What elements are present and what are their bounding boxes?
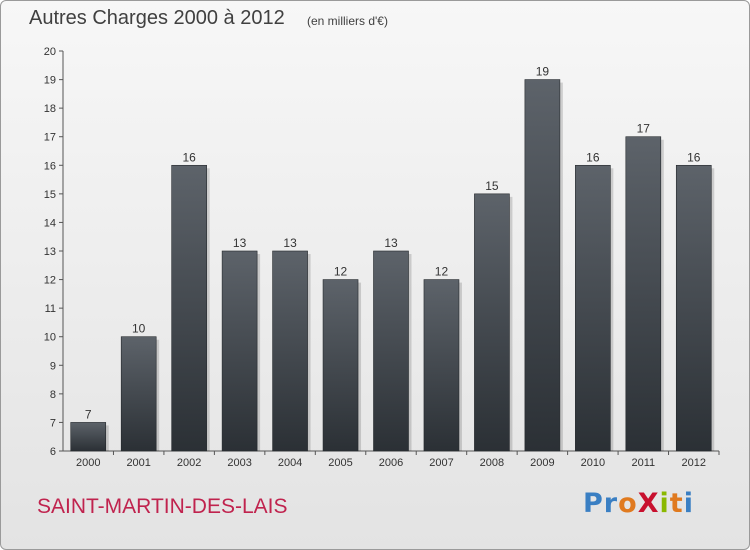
- y-tick-label: 12: [44, 275, 56, 287]
- y-tick-label: 16: [44, 160, 56, 172]
- data-label-2002: 16: [182, 150, 196, 164]
- bar-2000: [70, 422, 107, 452]
- x-tick-label-2011: 2011: [631, 457, 655, 469]
- y-tick-label: 20: [44, 46, 56, 58]
- chart-bars: [70, 79, 715, 452]
- bar-2007: [423, 279, 460, 452]
- chart-data-labels: 7 10 16 13 13 12 13 12 15 19 16 17 16: [85, 65, 701, 422]
- y-tick-label: 7: [50, 417, 56, 429]
- bar-2010: [575, 164, 611, 452]
- y-tick-label: 6: [50, 446, 56, 458]
- proxiti-logo[interactable]: ProXiti: [583, 488, 694, 519]
- logo-letter: i: [659, 488, 670, 519]
- y-tick-label: 19: [44, 75, 56, 87]
- data-label-2005: 12: [334, 265, 348, 279]
- logo-letter: t: [669, 488, 684, 519]
- logo-letter: X: [637, 488, 660, 519]
- y-tick-label: 15: [44, 189, 56, 201]
- x-tick-label-2004: 2004: [278, 457, 302, 469]
- y-tick-label: 10: [44, 332, 56, 344]
- data-label-2000: 7: [85, 407, 92, 421]
- y-tick-label: 14: [44, 217, 56, 229]
- x-tick-label-2006: 2006: [379, 457, 403, 469]
- y-tick-label: 11: [45, 303, 56, 315]
- chart-unit-note: (en milliers d'€): [307, 14, 388, 28]
- x-tick-label-2001: 2001: [126, 457, 150, 469]
- x-tick-label-2008: 2008: [480, 457, 504, 469]
- data-label-2012: 16: [687, 150, 701, 164]
- data-label-2011: 17: [637, 122, 651, 136]
- data-label-2004: 13: [283, 236, 297, 250]
- logo-letter: r: [603, 488, 619, 519]
- logo-letter: o: [618, 488, 638, 519]
- data-label-2003: 13: [233, 236, 247, 250]
- y-tick-label: 13: [44, 246, 56, 258]
- bar-2011: [625, 136, 662, 452]
- chart-title: Autres Charges 2000 à 2012: [29, 7, 285, 29]
- data-label-2001: 10: [132, 322, 146, 336]
- x-tick-label-2007: 2007: [429, 457, 453, 469]
- data-label-2006: 13: [384, 236, 398, 250]
- logo-letter: i: [683, 488, 694, 519]
- y-tick-label: 8: [50, 389, 56, 401]
- x-tick-label-2005: 2005: [328, 457, 352, 469]
- bar-2006: [373, 250, 409, 452]
- x-tick-label-2003: 2003: [227, 457, 251, 469]
- bar-2012: [675, 164, 712, 452]
- x-tick-label-2010: 2010: [581, 457, 605, 469]
- bar-2008: [474, 193, 510, 452]
- x-tick-label-2002: 2002: [177, 457, 201, 469]
- bar-2001: [120, 336, 157, 452]
- bar-2004: [272, 250, 308, 452]
- y-tick-label: 17: [44, 132, 56, 144]
- x-tick-label-2012: 2012: [682, 457, 706, 469]
- x-tick-label-2009: 2009: [530, 457, 554, 469]
- bar-2009: [524, 79, 561, 452]
- y-tick-label: 9: [50, 360, 56, 372]
- commune-name: SAINT-MARTIN-DES-LAIS: [37, 495, 288, 518]
- y-tick-label: 18: [44, 103, 56, 115]
- x-tick-label-2000: 2000: [76, 457, 100, 469]
- logo-letter: P: [583, 488, 604, 519]
- data-label-2007: 12: [435, 265, 449, 279]
- data-label-2009: 19: [536, 65, 550, 79]
- bar-2005: [322, 279, 359, 452]
- bar-2003: [221, 250, 258, 452]
- bar-2002: [171, 164, 207, 452]
- data-label-2008: 15: [485, 179, 499, 193]
- data-label-2010: 16: [586, 150, 600, 164]
